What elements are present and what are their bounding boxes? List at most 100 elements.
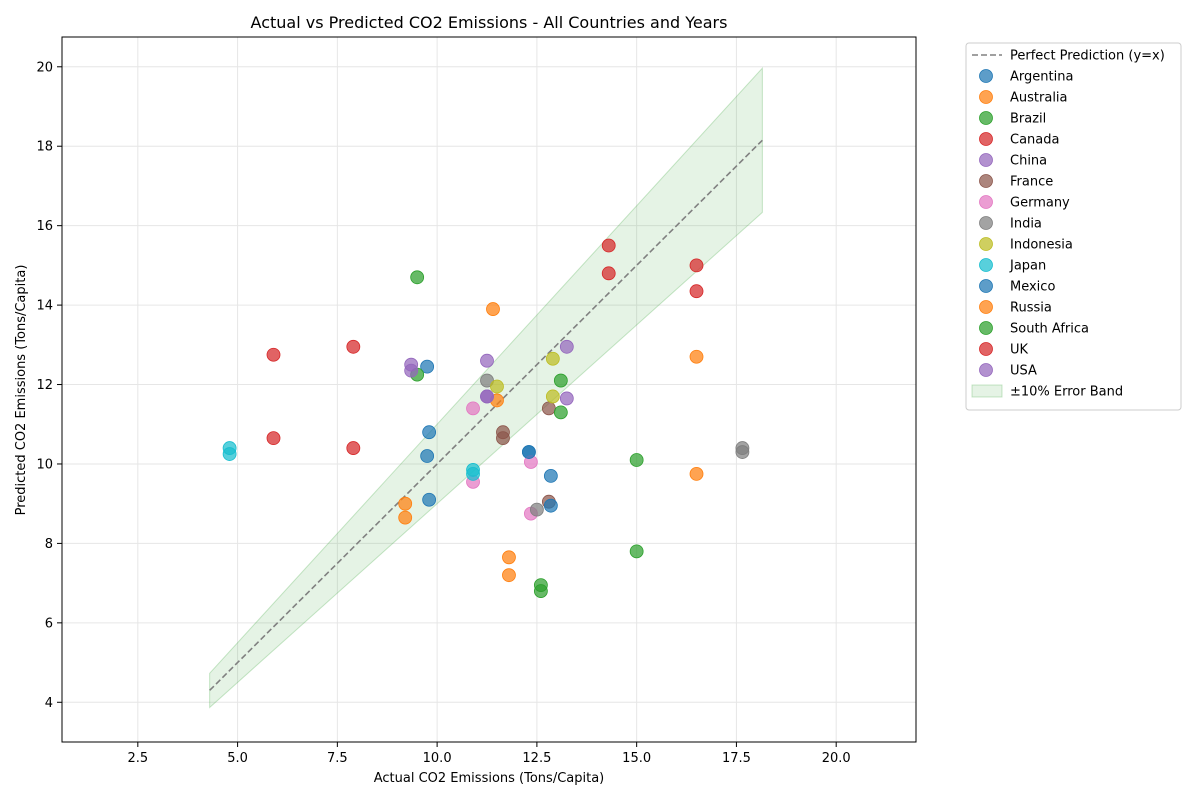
- data-point: [480, 389, 494, 404]
- data-point: [629, 453, 644, 467]
- data-point: [689, 349, 704, 364]
- data-point: [601, 266, 616, 281]
- legend-swatch-error-band: [971, 384, 1003, 398]
- data-point: [398, 510, 413, 525]
- legend-swatch: [979, 216, 993, 230]
- data-point: [222, 447, 237, 461]
- legend-label-reference: Perfect Prediction (y=x): [1010, 49, 1165, 64]
- series-indonesia: [490, 351, 560, 404]
- data-point: [689, 258, 704, 273]
- data-point: [689, 284, 704, 299]
- data-point: [490, 379, 504, 394]
- legend-label: China: [1010, 154, 1047, 169]
- legend-label: South Africa: [1010, 322, 1089, 337]
- legend-label: India: [1010, 217, 1042, 232]
- points-layer: [222, 238, 750, 598]
- y-tick-label: 8: [45, 537, 53, 552]
- legend-label: Russia: [1010, 301, 1052, 316]
- data-point: [266, 347, 281, 362]
- data-point: [480, 353, 494, 368]
- legend: Perfect Prediction (y=x) Argentina Austral…: [965, 42, 1182, 411]
- legend-label: Mexico: [1010, 280, 1055, 295]
- data-point: [410, 270, 425, 285]
- x-tick-label: 5.0: [227, 751, 248, 766]
- data-point: [553, 373, 568, 388]
- y-tick-label: 14: [36, 299, 53, 314]
- legend-label: Brazil: [1010, 112, 1046, 127]
- series-uk: [266, 284, 704, 455]
- series-japan: [222, 441, 480, 481]
- legend-swatch: [979, 237, 993, 251]
- data-point: [553, 405, 568, 420]
- data-point: [502, 550, 516, 565]
- y-axis-ticks: 4 6 8 10 12 14 16 18 20: [36, 60, 62, 711]
- x-tick-label: 12.5: [522, 751, 551, 766]
- data-point: [502, 568, 516, 583]
- legend-swatch: [979, 279, 993, 293]
- data-point: [346, 441, 361, 455]
- legend-swatch: [979, 258, 993, 272]
- data-point: [529, 502, 544, 517]
- legend-swatch: [979, 111, 993, 125]
- series-india: [480, 373, 750, 517]
- data-point: [422, 425, 437, 440]
- legend-swatch: [979, 321, 993, 335]
- data-point: [629, 544, 644, 559]
- legend-swatch: [979, 153, 993, 167]
- legend-label: Argentina: [1010, 70, 1073, 85]
- x-tick-label: 7.5: [327, 751, 348, 766]
- data-point: [545, 389, 560, 404]
- data-point: [522, 445, 536, 459]
- series-usa: [404, 363, 574, 406]
- data-point: [559, 339, 574, 354]
- series-australia: [398, 302, 704, 511]
- x-tick-label: 2.5: [127, 751, 148, 766]
- x-tick-label: 10.0: [423, 751, 452, 766]
- legend-label: France: [1010, 175, 1053, 190]
- y-tick-label: 6: [45, 616, 53, 631]
- legend-frame: [965, 42, 1182, 411]
- data-point: [541, 401, 556, 416]
- legend-swatch: [979, 342, 993, 356]
- data-point: [486, 302, 500, 316]
- perfect-prediction-line: [209, 139, 763, 691]
- data-point: [543, 468, 558, 483]
- error-band: [209, 66, 763, 709]
- data-point: [466, 467, 480, 481]
- legend-label-error-band: ±10% Error Band: [1010, 385, 1123, 400]
- x-tick-label: 17.5: [722, 751, 751, 766]
- legend-label: Canada: [1010, 133, 1059, 148]
- series-south-africa: [533, 405, 644, 598]
- data-point: [533, 584, 548, 598]
- data-point: [422, 492, 437, 507]
- data-point: [496, 431, 510, 446]
- y-tick-label: 18: [36, 140, 53, 155]
- legend-label: Indonesia: [1010, 238, 1073, 253]
- y-tick-label: 16: [36, 219, 53, 234]
- series-canada: [266, 238, 704, 362]
- data-point: [398, 496, 413, 511]
- x-axis-ticks: 2.5 5.0 7.5 10.0 12.5 15.0 17.5 20.0: [127, 742, 851, 766]
- legend-swatch: [979, 90, 993, 104]
- data-point: [466, 401, 480, 416]
- y-axis-label: Predicted CO2 Emissions (Tons/Capita): [14, 265, 29, 516]
- legend-swatch: [979, 174, 993, 188]
- legend-swatch: [979, 69, 993, 83]
- legend-swatch: [979, 300, 993, 314]
- data-point: [420, 359, 435, 374]
- y-tick-label: 4: [45, 696, 53, 711]
- legend-label: Australia: [1010, 91, 1068, 106]
- error-band-layer: [209, 66, 763, 709]
- data-point: [404, 363, 419, 378]
- chart-title: Actual vs Predicted CO2 Emissions - All …: [251, 13, 728, 32]
- y-tick-label: 20: [36, 60, 53, 75]
- data-point: [543, 498, 558, 513]
- series-mexico: [420, 445, 558, 513]
- legend-label: USA: [1010, 364, 1037, 379]
- legend-swatch: [979, 363, 993, 377]
- data-point: [346, 339, 361, 354]
- data-point: [559, 391, 574, 406]
- legend-swatch: [979, 132, 993, 146]
- series-russia: [398, 467, 704, 583]
